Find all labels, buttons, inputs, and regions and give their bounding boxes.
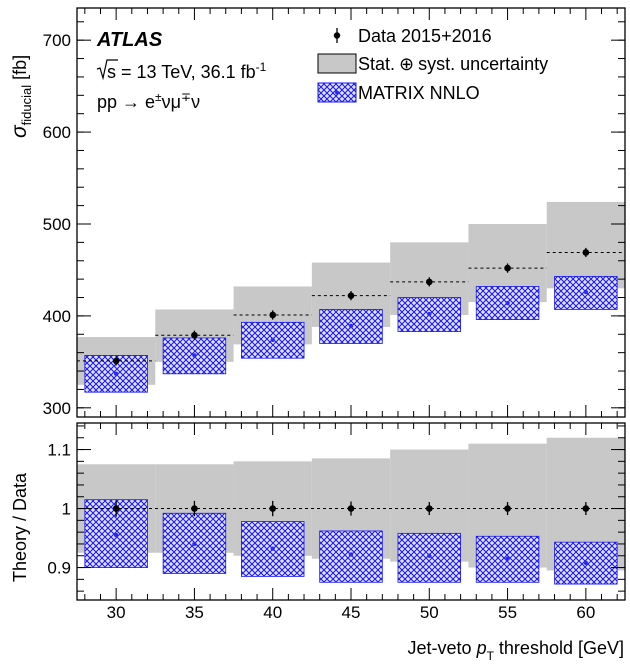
x-title-prefix: Jet-veto bbox=[408, 638, 477, 658]
process-mu-charge: ∓ bbox=[181, 90, 191, 104]
x-title-p: p bbox=[476, 638, 487, 658]
ratio-theory-marker-60 bbox=[583, 560, 589, 566]
top-y-tick-label: 500 bbox=[43, 215, 71, 234]
top-theory-marker-35 bbox=[192, 353, 197, 358]
legend: Data 2015+2016 Stat. ⊕ syst. uncertainty M… bbox=[317, 26, 548, 103]
ratio-y-tick-label: 0.9 bbox=[47, 559, 71, 578]
energy-exponent: -1 bbox=[256, 60, 267, 74]
process-arrow: → bbox=[122, 92, 140, 112]
sigma-subscript: fiducial bbox=[19, 85, 34, 126]
ratio-data-point-55 bbox=[504, 505, 511, 512]
top-y-axis-title: σfiducial [fb] bbox=[8, 55, 34, 138]
legend-data-label: Data 2015+2016 bbox=[358, 26, 492, 46]
top-data-point-35 bbox=[191, 331, 198, 339]
process-pp: pp bbox=[97, 92, 117, 112]
ratio-data-point-60 bbox=[582, 505, 590, 512]
sqrt-symbol bbox=[96, 59, 118, 81]
top-theory-marker-30 bbox=[113, 371, 119, 377]
ratio-theory-marker-35 bbox=[192, 541, 197, 547]
x-tick-label: 30 bbox=[107, 603, 126, 622]
process-nu-mu: νμ bbox=[162, 92, 181, 112]
legend-theory-marker bbox=[335, 90, 339, 95]
ratio-theory-marker-40 bbox=[270, 546, 275, 551]
ratio-y-tick-label: 1 bbox=[62, 500, 71, 519]
top-theory-marker-55 bbox=[505, 300, 510, 306]
x-tick-label: 45 bbox=[342, 603, 361, 622]
top-data-point-30 bbox=[112, 357, 120, 365]
process-annotation: pp → e±νμ∓ν bbox=[97, 90, 200, 112]
top-theory-marker-60 bbox=[583, 289, 589, 295]
legend-uncertainty-swatch bbox=[317, 53, 357, 74]
top-data-point-55 bbox=[504, 264, 511, 272]
ratio-theory-marker-30 bbox=[113, 532, 119, 538]
ratio-theory-box-55 bbox=[475, 535, 540, 583]
sigma-symbol: σ bbox=[8, 124, 31, 138]
ratio-theory-marker-55 bbox=[505, 556, 510, 561]
top-panel bbox=[77, 201, 625, 393]
x-tick-label: 40 bbox=[263, 603, 282, 622]
energy-value: = 13 TeV, 36.1 fb bbox=[116, 62, 256, 82]
top-y-tick-label: 600 bbox=[43, 123, 71, 142]
x-title-subscript: T bbox=[487, 649, 495, 663]
axes: 30 35 40 45 50 55 60 300 400 500 600 700 0.9 1 1.1 bbox=[43, 8, 625, 622]
top-y-tick-label: 400 bbox=[43, 307, 71, 326]
ratio-y-tick-label: 1.1 bbox=[47, 441, 71, 460]
process-e-charge: ± bbox=[155, 90, 162, 104]
top-data-point-40 bbox=[269, 311, 277, 319]
process-nu: ν bbox=[191, 92, 200, 112]
top-theory-marker-50 bbox=[427, 311, 432, 317]
ratio-theory-marker-50 bbox=[427, 553, 432, 558]
legend-theory-label: MATRIX NNLO bbox=[358, 83, 480, 103]
top-data-point-50 bbox=[425, 278, 433, 286]
top-theory-marker-40 bbox=[270, 337, 275, 342]
legend-data-marker bbox=[333, 28, 341, 43]
ratio-theory-marker-45 bbox=[348, 552, 354, 557]
ratio-data-point-45 bbox=[347, 505, 355, 512]
ratio-data-point-40 bbox=[269, 505, 277, 512]
x-tick-label: 55 bbox=[498, 603, 517, 622]
top-y-tick-label: 700 bbox=[43, 31, 71, 50]
energy-s: s bbox=[107, 62, 116, 82]
x-tick-label: 60 bbox=[576, 603, 595, 622]
x-tick-label: 50 bbox=[420, 603, 439, 622]
top-y-tick-label: 300 bbox=[43, 399, 71, 418]
top-data-point-45 bbox=[347, 292, 355, 299]
top-data-point-60 bbox=[582, 249, 590, 256]
ratio-data-point-30 bbox=[112, 505, 120, 512]
x-axis-title: Jet-veto pT threshold [GeV] bbox=[408, 638, 624, 663]
x-title-suffix: threshold [GeV] bbox=[494, 638, 624, 658]
ratio-y-axis-title: Theory / Data bbox=[10, 472, 30, 582]
process-e: e bbox=[145, 92, 155, 112]
x-tick-label: 35 bbox=[185, 603, 204, 622]
atlas-label: ATLAS bbox=[96, 29, 163, 51]
ratio-data-point-35 bbox=[191, 505, 198, 512]
svg-text:s = 13 TeV, 36.1 fb-1: s = 13 TeV, 36.1 fb-1 bbox=[107, 60, 267, 82]
top-theory-marker-45 bbox=[348, 323, 354, 329]
ratio-panel bbox=[77, 437, 625, 585]
energy-annotation: s = 13 TeV, 36.1 fb-1 bbox=[96, 59, 267, 82]
legend-uncertainty-label: Stat. ⊕ syst. uncertainty bbox=[358, 54, 548, 74]
top-uncertainty-band-60 bbox=[546, 201, 625, 289]
sigma-unit: [fb] bbox=[10, 55, 30, 85]
ratio-data-point-50 bbox=[425, 505, 433, 512]
